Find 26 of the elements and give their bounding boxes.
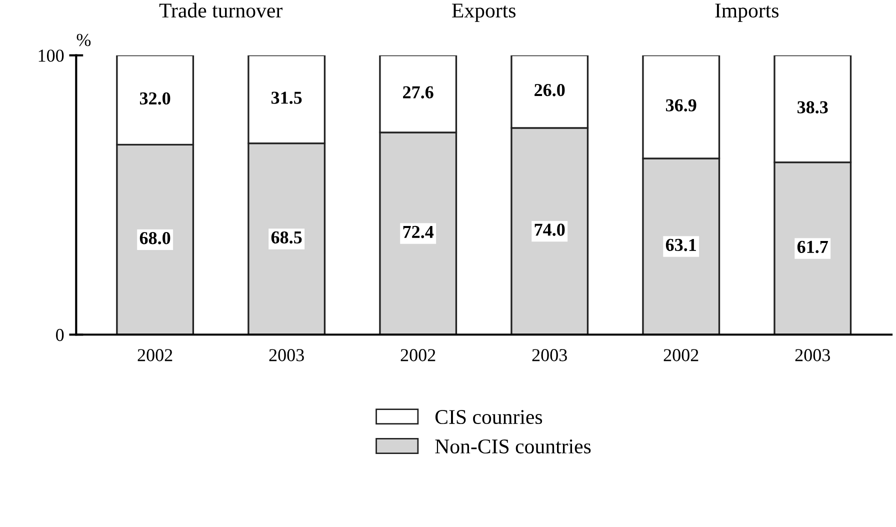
y-tick-label: 0 bbox=[56, 328, 64, 342]
x-tick-label: 2003 bbox=[269, 349, 304, 362]
x-tick-label: 2003 bbox=[532, 349, 567, 362]
data-label: 32.0 bbox=[140, 92, 170, 105]
y-axis-title: % bbox=[76, 34, 91, 46]
data-label: 36.9 bbox=[666, 99, 696, 112]
legend-label: CIS counries bbox=[435, 410, 542, 424]
text: Exports bbox=[452, 4, 516, 22]
text: Imports bbox=[715, 4, 779, 22]
data-label: 72.4 bbox=[403, 226, 434, 238]
data-label: 74.0 bbox=[534, 224, 565, 236]
data-label: 68.0 bbox=[140, 232, 170, 244]
data-label: 31.5 bbox=[271, 92, 302, 104]
x-tick-label: 2003 bbox=[795, 349, 830, 362]
legend-label: Non-CIS countries bbox=[435, 439, 591, 454]
data-label: 68.5 bbox=[271, 231, 302, 244]
x-tick-label: 2002 bbox=[138, 349, 172, 362]
data-label: 63.1 bbox=[666, 238, 696, 252]
x-tick-label: 2002 bbox=[400, 349, 436, 362]
data-label: 26.0 bbox=[534, 84, 565, 96]
text: Trade turnover bbox=[159, 2, 282, 18]
y-tick-label: 100 bbox=[38, 50, 64, 62]
x-tick-label: 2002 bbox=[664, 349, 698, 362]
data-label: 61.7 bbox=[797, 240, 828, 254]
data-label: 38.3 bbox=[797, 101, 828, 114]
data-label: 27.6 bbox=[403, 86, 434, 98]
